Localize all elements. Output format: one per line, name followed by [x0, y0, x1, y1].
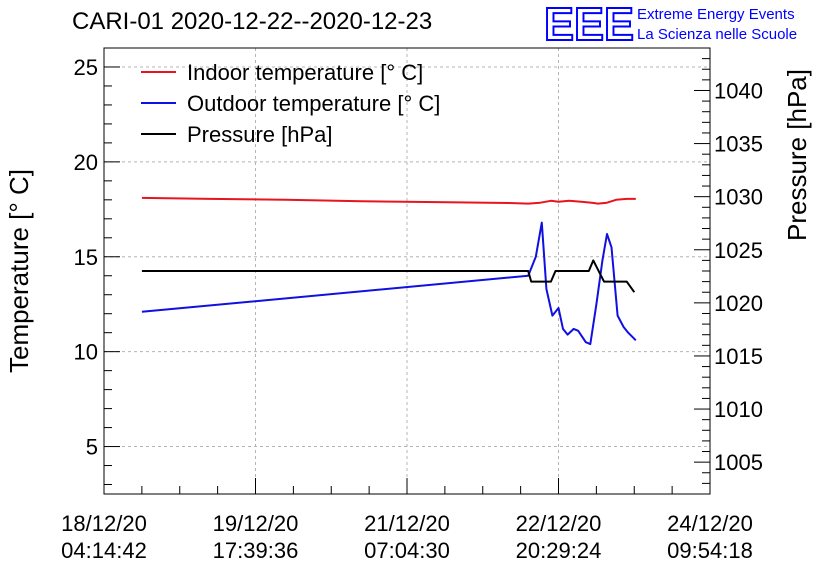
x-tick-label-time: 20:29:24	[516, 538, 602, 563]
y2-tick-label: 1040	[714, 78, 763, 103]
x-tick-label-time: 17:39:36	[213, 538, 299, 563]
y-axis-label: Temperature [° C]	[4, 169, 34, 373]
y2-tick-label: 1025	[714, 238, 763, 263]
x-tick-label-time: 04:14:42	[61, 538, 147, 563]
chart-title: CARI-01 2020-12-22--2020-12-23	[72, 8, 433, 35]
y2-tick-label: 1005	[714, 450, 763, 475]
x-tick-label-date: 24/12/20	[667, 511, 753, 536]
x-tick-label-date: 22/12/20	[516, 511, 602, 536]
right-axis: 1005 1010 1015 1020 1025 1030 1035 1040	[694, 58, 763, 484]
pressure-line	[141, 259, 636, 293]
y-tick-label: 20	[74, 150, 98, 175]
y2-axis-label: Pressure [hPa]	[782, 69, 812, 241]
logo-subtitle-2: La Scienza nelle Scuole	[637, 26, 798, 43]
x-tick-label-date: 19/12/20	[213, 511, 299, 536]
legend-label-pressure: Pressure [hPa]	[187, 122, 333, 147]
y2-tick-label: 1035	[714, 132, 763, 157]
logo-subtitle-1: Extreme Energy Events	[637, 6, 795, 23]
y2-tick-label: 1020	[714, 291, 763, 316]
x-tick-label-time: 07:04:30	[364, 538, 450, 563]
y-tick-label: 10	[74, 340, 98, 365]
y2-tick-label: 1030	[714, 185, 763, 210]
legend: Indoor temperature [° C] Outdoor tempera…	[141, 60, 440, 147]
eee-logo-icon: EEE	[544, 1, 634, 43]
y2-tick-label: 1010	[714, 397, 763, 422]
x-tick-label-date: 18/12/20	[61, 511, 147, 536]
x-tick-label-time: 09:54:18	[667, 538, 753, 563]
y-tick-label: 5	[86, 435, 98, 460]
y-tick-label: 25	[74, 55, 98, 80]
legend-label-outdoor: Outdoor temperature [° C]	[187, 91, 440, 116]
series-lines	[141, 196, 637, 346]
left-axis: 5 10 15 20 25	[74, 47, 120, 486]
legend-label-indoor: Indoor temperature [° C]	[187, 60, 423, 85]
y2-tick-label: 1015	[714, 344, 763, 369]
y-tick-label: 15	[74, 245, 98, 270]
indoor-temperature-line	[141, 196, 636, 205]
x-tick-label-date: 21/12/20	[364, 511, 450, 536]
eee-logo-mark: EEE	[544, 1, 634, 43]
outdoor-temperature-line	[141, 221, 637, 346]
